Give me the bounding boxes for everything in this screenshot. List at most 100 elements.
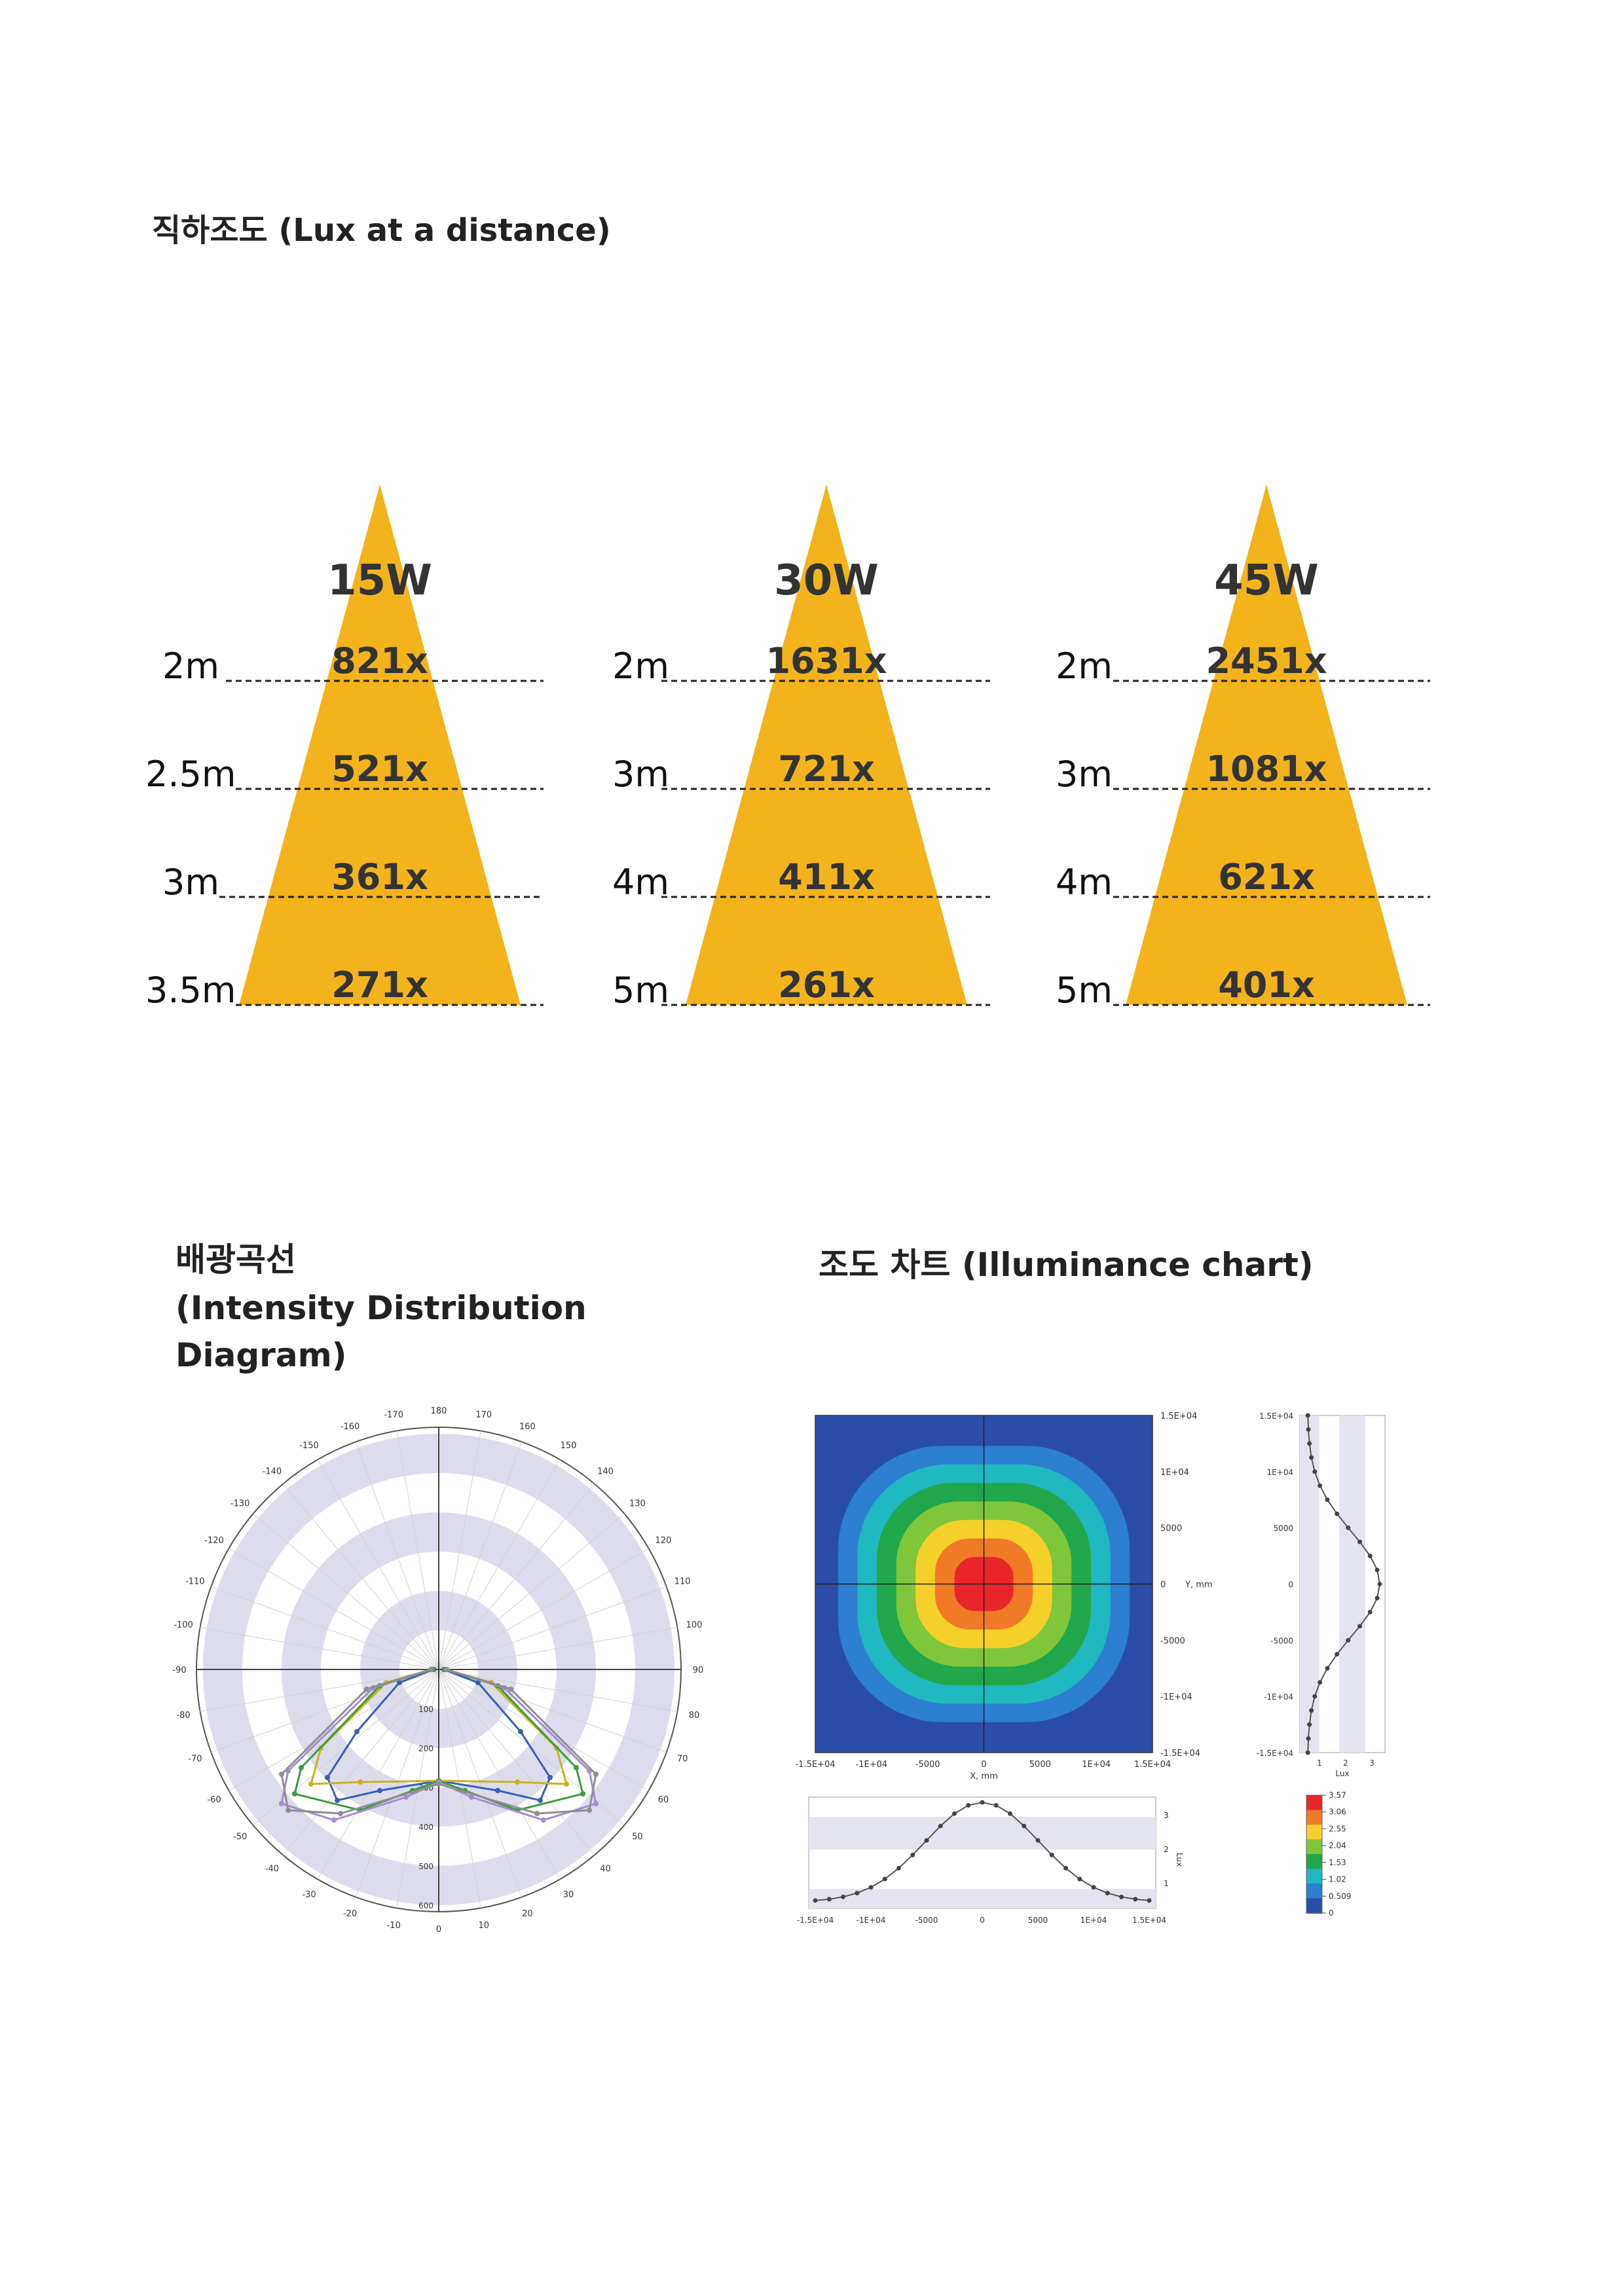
polar-angle-label: -20 [343,1909,357,1919]
side-axis-label: Lux [1335,1769,1349,1778]
intensity-point [364,1686,369,1692]
lux-value: 521x [331,748,428,790]
side-point [1312,1469,1318,1474]
bottom-point [966,1803,971,1808]
polar-spoke [438,1669,561,1880]
intensity-point [515,1779,520,1785]
intensity-polar-diagram: 180 1701601501401301201101009080706050403… [172,1406,703,1935]
bottom-point [1035,1838,1041,1843]
side-point [1309,1455,1314,1460]
polar-spoke [438,1513,625,1670]
side-point [1346,1525,1351,1531]
legend-value: 2.55 [1329,1824,1346,1833]
intensity-point [299,1765,304,1770]
bottom-x-tick: -5000 [915,1916,938,1925]
polar-angle-label: -150 [299,1441,319,1451]
bottom-point [841,1894,845,1899]
legend-swatch [1306,1795,1322,1811]
polar-spoke [396,1430,439,1670]
lux-value: 721x [778,748,875,790]
heatmap-y-tick: -5000 [1160,1636,1185,1646]
polar-spoke [355,1669,439,1897]
side-point [1307,1722,1312,1727]
polar-spoke [438,1586,667,1670]
cone-shape [1126,484,1407,1005]
legend-swatch [1306,1868,1322,1884]
lux-section-title: 직하조도 (Lux at a distance) [152,212,611,249]
bottom-point [813,1898,818,1903]
intensity-title-en-2: Diagram) [175,1336,347,1374]
polar-spoke [282,1669,439,1855]
lux-value: 621x [1218,856,1315,898]
polar-angle-label: 150 [561,1441,577,1451]
side-point [1335,1511,1340,1516]
polar-angle-label: 20 [522,1909,533,1919]
intensity-point [338,1811,343,1816]
polar-radial-label: 100 [418,1705,434,1714]
bottom-point [1133,1897,1138,1902]
cone-shape [239,484,521,1005]
distance-label: 4m [1056,862,1113,903]
side-point [1375,1595,1380,1601]
intensity-point [403,1795,409,1800]
polar-angle-label: 100 [686,1620,703,1630]
polar-spoke [438,1669,678,1712]
side-point [1306,1736,1311,1741]
side-point [1318,1680,1323,1685]
polar-angle-label: 30 [563,1890,574,1900]
polar-angle-label: -160 [341,1422,360,1432]
polar-angle-label: -110 [185,1577,205,1587]
polar-angle-label: 70 [677,1754,688,1764]
polar-radial-label: 200 [418,1744,434,1753]
intensity-point [292,1791,297,1796]
intensity-point [508,1686,513,1692]
bottom-x-tick: 1.5E+04 [1132,1916,1166,1925]
distance-label: 5m [612,970,669,1011]
polar-spoke [438,1669,649,1791]
intensity-point [444,1667,449,1672]
heatmap [815,1415,1153,1753]
legend-swatch [1306,1825,1322,1840]
side-point [1318,1483,1323,1488]
polar-angle-label: -50 [233,1832,247,1842]
polar-spoke [438,1459,561,1670]
polar-angle-label: -120 [204,1536,224,1546]
polar-angle-label: 80 [689,1711,700,1721]
polar-angle-label: -40 [265,1864,279,1874]
bottom-point [826,1897,832,1902]
intensity-point [335,1798,340,1803]
side-y-tick: 5000 [1273,1524,1293,1533]
bottom-axis-label: Lux [1175,1853,1184,1867]
side-point [1307,1441,1312,1446]
polar-radial-label: 400 [418,1823,434,1832]
legend-swatch [1306,1839,1322,1855]
side-y-tick: 1.5E+04 [1259,1412,1293,1421]
heatmap-x-tick: 1E+04 [1082,1760,1111,1770]
bottom-point [868,1885,874,1890]
heatmap-x-tick: -1E+04 [856,1760,888,1770]
bottom-point [1105,1891,1110,1896]
side-point [1306,1427,1311,1432]
polar-angle-label: -60 [207,1795,221,1805]
polar-angle-label: -30 [302,1890,316,1900]
polar-angle-label: 160 [519,1422,536,1432]
polar-radial-label: 500 [418,1862,434,1871]
bottom-x-tick: -1.5E+04 [797,1916,834,1925]
cone-watt-label: 15W [327,556,432,605]
polar-spoke [253,1513,439,1670]
polar-spoke [317,1459,439,1670]
distance-label: 3m [612,754,669,795]
polar-spoke [317,1669,439,1880]
bottom-point [924,1838,929,1843]
side-y-tick: 0 [1288,1580,1293,1590]
cone-shape [686,484,967,1005]
cone-15w: 15W 2m 821x 2.5m 521x 3m 361x 3.5m 271x [145,484,544,1011]
cone-watt-label: 30W [774,556,879,605]
intensity-point [397,1680,402,1685]
side-y-tick: -1.5E+04 [1257,1749,1293,1758]
polar-angle-label: 10 [478,1921,489,1931]
intensity-point [593,1801,599,1806]
bottom-y-tick: 3 [1164,1811,1169,1820]
bottom-profile [808,1796,1156,1909]
legend-value: 2.04 [1329,1841,1346,1850]
